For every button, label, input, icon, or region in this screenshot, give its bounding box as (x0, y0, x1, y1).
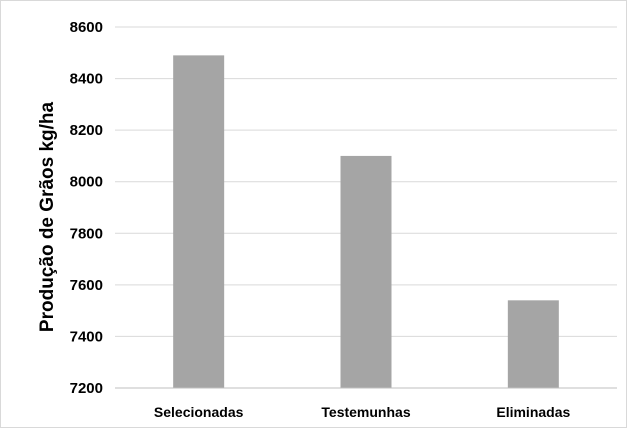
y-tick-label: 8400 (70, 71, 103, 88)
y-axis-title: Produção de Grãos kg/ha (37, 101, 58, 332)
bar (340, 155, 392, 388)
x-category-labels: Selecionadas Testemunhas Eliminadas (154, 404, 571, 420)
bars (173, 55, 559, 388)
y-tick-label: 7400 (70, 328, 103, 345)
y-tick-label: 7200 (70, 380, 103, 397)
x-category-label: Selecionadas (154, 404, 244, 420)
bar (507, 300, 559, 388)
x-category-label: Testemunhas (321, 404, 410, 420)
y-tick-label: 8200 (70, 122, 103, 139)
y-tick-label: 8000 (70, 174, 103, 191)
y-tick-label: 7600 (70, 277, 103, 294)
x-category-label: Eliminadas (496, 404, 570, 420)
y-tick-labels: 7200 7400 7600 7800 8000 8200 8400 8600 (70, 19, 103, 397)
y-tick-label: 8600 (70, 19, 103, 36)
y-tick-label: 7800 (70, 225, 103, 242)
bar (173, 55, 225, 388)
